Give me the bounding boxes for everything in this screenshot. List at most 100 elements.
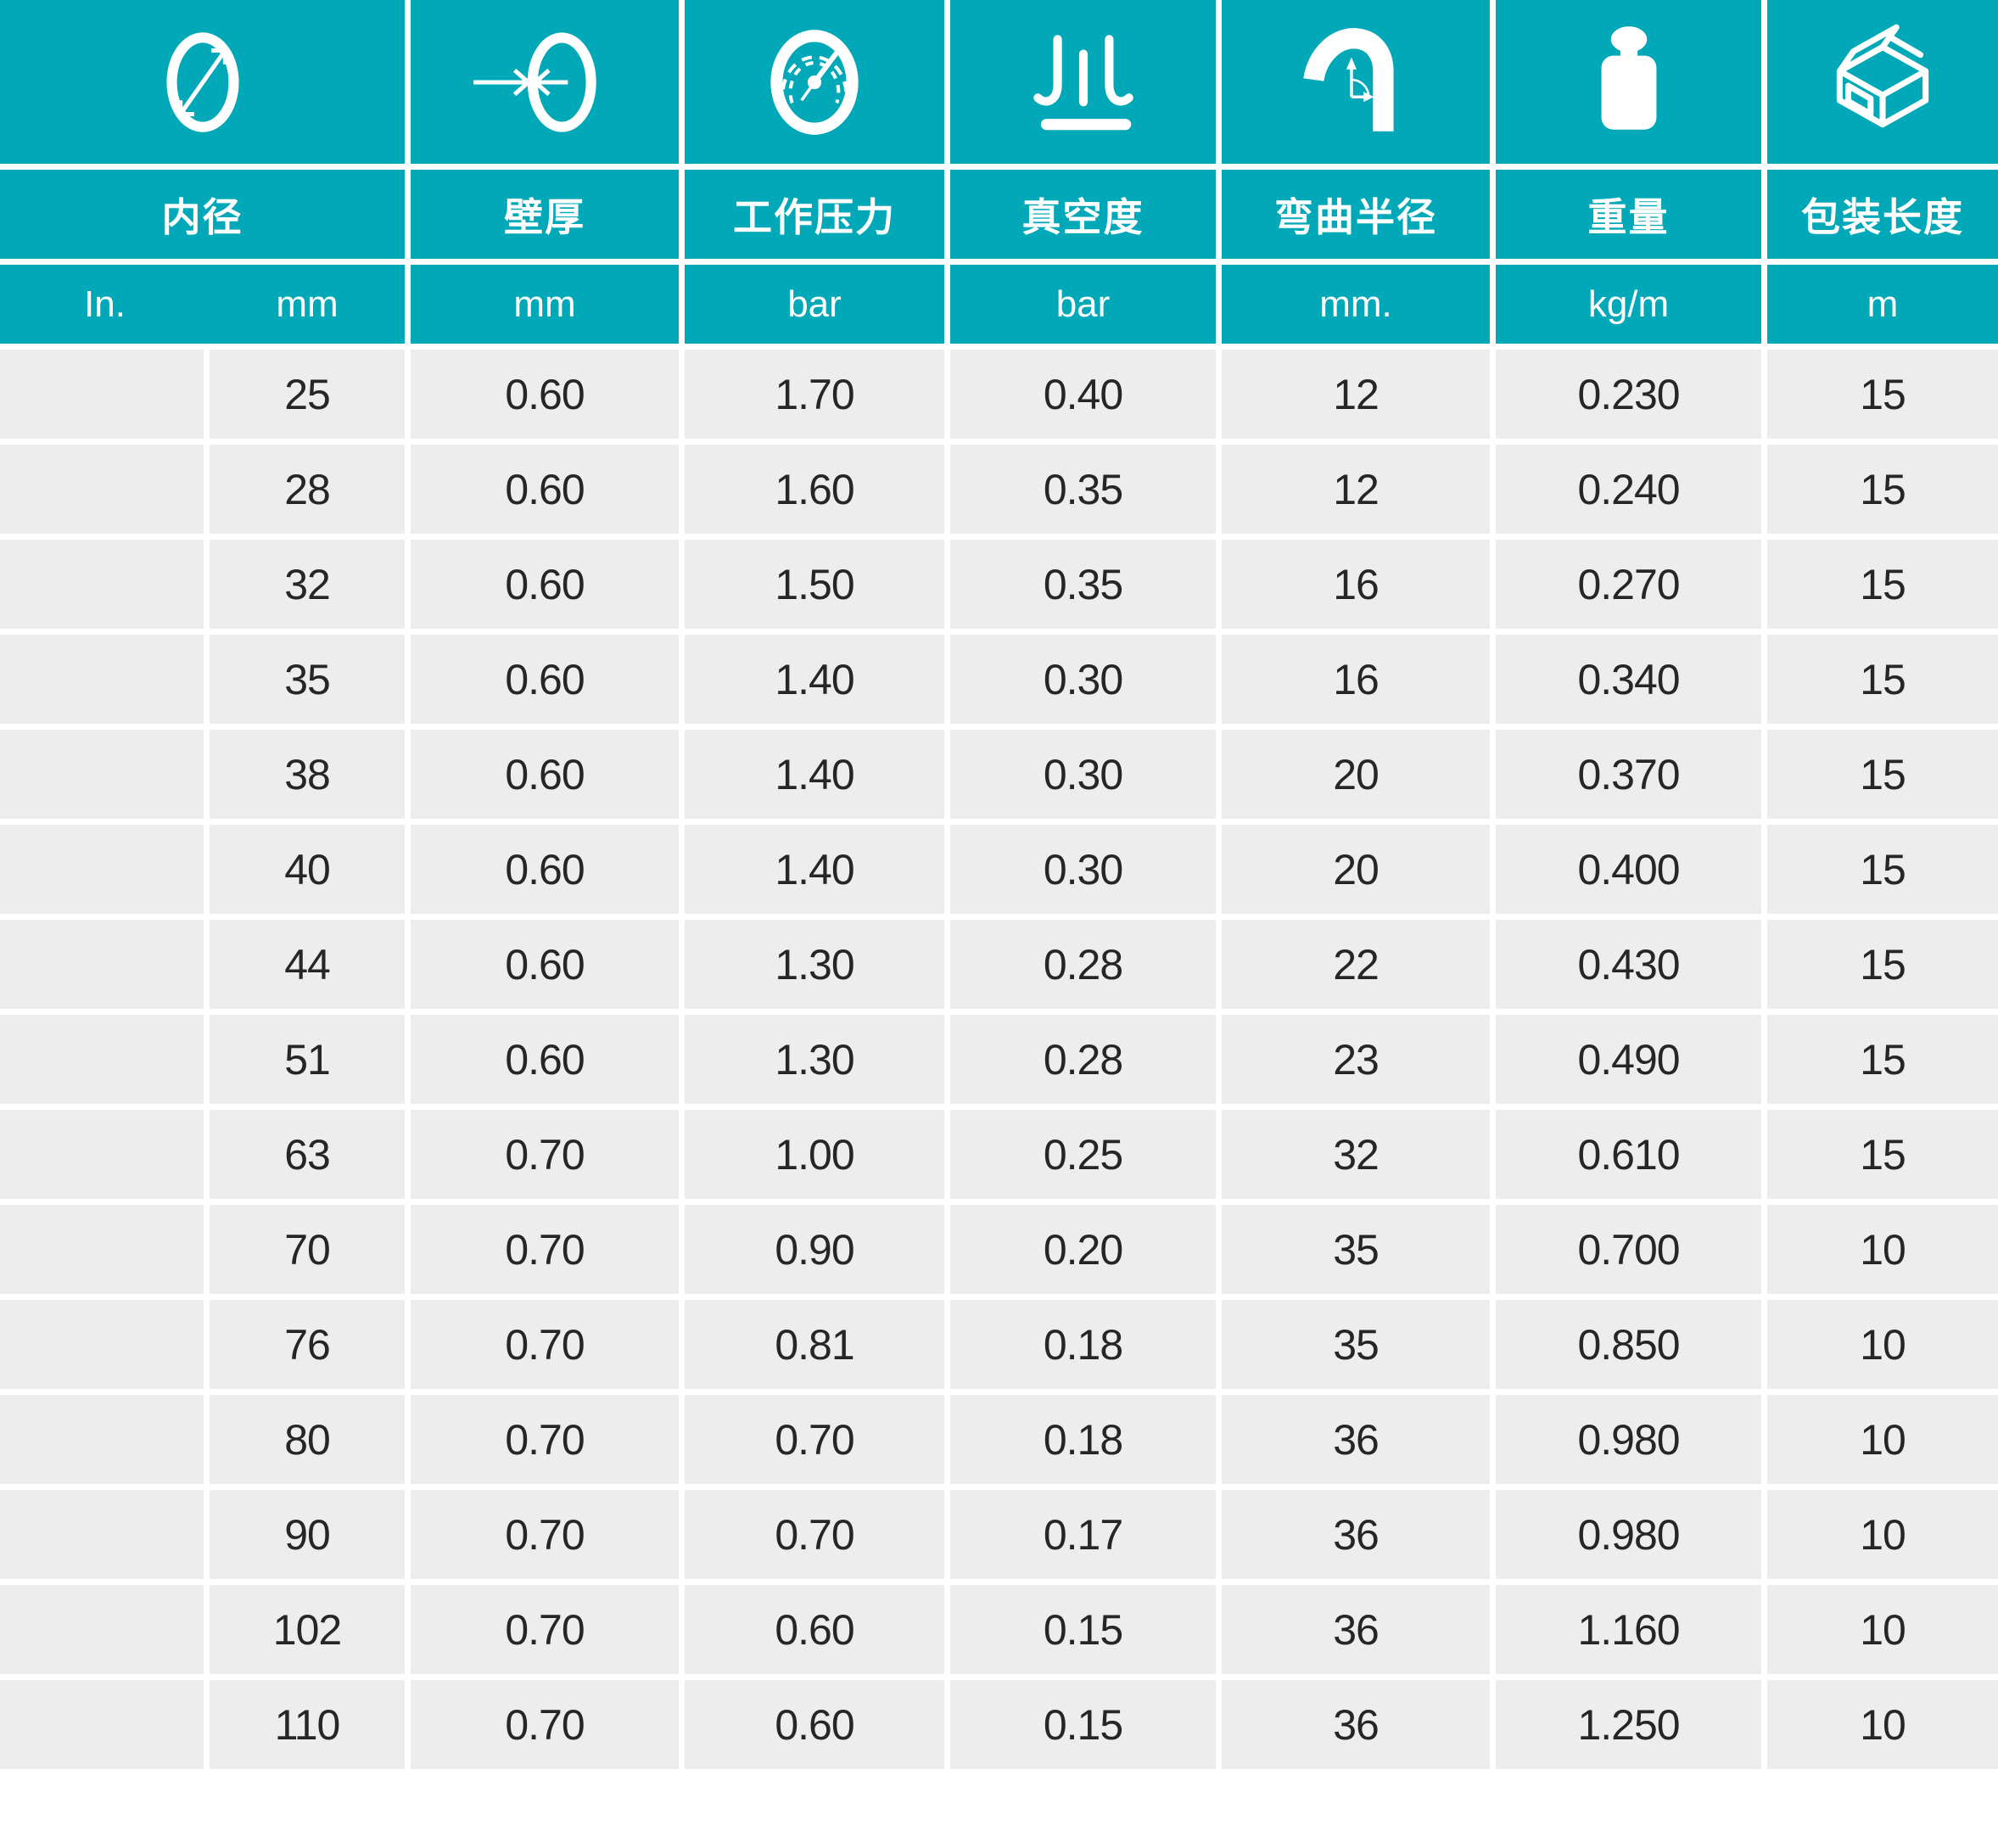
cell-wall: 0.60 bbox=[411, 445, 679, 534]
cell-bend: 36 bbox=[1222, 1395, 1490, 1484]
header-weight: 重量 bbox=[1496, 170, 1761, 259]
cell-pressure: 0.60 bbox=[685, 1680, 944, 1769]
cell-bend: 35 bbox=[1222, 1205, 1490, 1294]
cell-mm: 51 bbox=[210, 1015, 405, 1104]
cell-pressure: 1.40 bbox=[685, 635, 944, 724]
cell-bend: 22 bbox=[1222, 920, 1490, 1009]
cell-in bbox=[0, 635, 204, 724]
cell-weight: 0.270 bbox=[1496, 540, 1761, 629]
cell-in bbox=[0, 540, 204, 629]
cell-wall: 0.70 bbox=[411, 1110, 679, 1199]
inner-diameter-icon-cell bbox=[0, 0, 405, 164]
cell-in bbox=[0, 920, 204, 1009]
vacuum-icon-cell bbox=[950, 0, 1216, 164]
unit-inner-diameter: In. mm bbox=[0, 265, 405, 344]
cell-wall: 0.70 bbox=[411, 1395, 679, 1484]
cell-vacuum: 0.18 bbox=[950, 1300, 1216, 1389]
cell-length: 15 bbox=[1767, 1110, 1998, 1199]
cell-vacuum: 0.35 bbox=[950, 445, 1216, 534]
cell-length: 15 bbox=[1767, 1015, 1998, 1104]
spec-table: 内径 壁厚 工作压力 真空度 弯曲半径 重量 包装长度 In. mm mm ba… bbox=[0, 0, 1998, 1769]
cell-pressure: 0.60 bbox=[685, 1585, 944, 1674]
cell-wall: 0.60 bbox=[411, 920, 679, 1009]
unit-wall-thickness: mm bbox=[411, 265, 679, 344]
cell-mm: 76 bbox=[210, 1300, 405, 1389]
cell-length: 10 bbox=[1767, 1395, 1998, 1484]
cell-vacuum: 0.20 bbox=[950, 1205, 1216, 1294]
cell-mm: 70 bbox=[210, 1205, 405, 1294]
cell-wall: 0.60 bbox=[411, 635, 679, 724]
cell-vacuum: 0.18 bbox=[950, 1395, 1216, 1484]
cell-in bbox=[0, 730, 204, 819]
cell-weight: 0.340 bbox=[1496, 635, 1761, 724]
cell-length: 15 bbox=[1767, 350, 1998, 439]
cell-pressure: 1.00 bbox=[685, 1110, 944, 1199]
header-bend-radius: 弯曲半径 bbox=[1222, 170, 1490, 259]
cell-length: 15 bbox=[1767, 445, 1998, 534]
cell-bend: 36 bbox=[1222, 1680, 1490, 1769]
cell-mm: 25 bbox=[210, 350, 405, 439]
cell-weight: 0.240 bbox=[1496, 445, 1761, 534]
cell-vacuum: 0.15 bbox=[950, 1585, 1216, 1674]
cell-weight: 0.850 bbox=[1496, 1300, 1761, 1389]
cell-in bbox=[0, 1205, 204, 1294]
cell-vacuum: 0.30 bbox=[950, 635, 1216, 724]
cell-wall: 0.70 bbox=[411, 1300, 679, 1389]
cell-mm: 38 bbox=[210, 730, 405, 819]
cell-bend: 35 bbox=[1222, 1300, 1490, 1389]
cell-pressure: 1.50 bbox=[685, 540, 944, 629]
cell-pressure: 0.90 bbox=[685, 1205, 944, 1294]
cell-pressure: 1.30 bbox=[685, 920, 944, 1009]
cell-bend: 36 bbox=[1222, 1490, 1490, 1579]
cell-pressure: 0.70 bbox=[685, 1490, 944, 1579]
header-working-pressure: 工作压力 bbox=[685, 170, 944, 259]
cell-length: 15 bbox=[1767, 825, 1998, 914]
unit-mm: mm bbox=[276, 283, 339, 325]
cell-length: 10 bbox=[1767, 1585, 1998, 1674]
cell-length: 10 bbox=[1767, 1300, 1998, 1389]
cell-vacuum: 0.30 bbox=[950, 730, 1216, 819]
cell-pressure: 1.40 bbox=[685, 825, 944, 914]
cell-bend: 23 bbox=[1222, 1015, 1490, 1104]
cell-in bbox=[0, 825, 204, 914]
cell-bend: 36 bbox=[1222, 1585, 1490, 1674]
cell-wall: 0.60 bbox=[411, 1015, 679, 1104]
cell-in bbox=[0, 1585, 204, 1674]
bend-radius-icon bbox=[1303, 27, 1394, 132]
cell-wall: 0.60 bbox=[411, 825, 679, 914]
cell-mm: 80 bbox=[210, 1395, 405, 1484]
unit-working-pressure: bar bbox=[685, 265, 944, 344]
cell-bend: 20 bbox=[1222, 825, 1490, 914]
working-pressure-icon-cell bbox=[685, 0, 944, 164]
cell-wall: 0.70 bbox=[411, 1205, 679, 1294]
cell-wall: 0.60 bbox=[411, 730, 679, 819]
cell-mm: 63 bbox=[210, 1110, 405, 1199]
cell-length: 15 bbox=[1767, 540, 1998, 629]
cell-pressure: 0.81 bbox=[685, 1300, 944, 1389]
working-pressure-gauge-icon bbox=[770, 29, 859, 135]
cell-vacuum: 0.30 bbox=[950, 825, 1216, 914]
cell-vacuum: 0.17 bbox=[950, 1490, 1216, 1579]
cell-weight: 1.160 bbox=[1496, 1585, 1761, 1674]
cell-wall: 0.70 bbox=[411, 1490, 679, 1579]
cell-weight: 0.980 bbox=[1496, 1490, 1761, 1579]
cell-mm: 110 bbox=[210, 1680, 405, 1769]
cell-weight: 0.490 bbox=[1496, 1015, 1761, 1104]
cell-vacuum: 0.35 bbox=[950, 540, 1216, 629]
cell-mm: 35 bbox=[210, 635, 405, 724]
cell-mm: 102 bbox=[210, 1585, 405, 1674]
cell-wall: 0.60 bbox=[411, 350, 679, 439]
cell-pressure: 1.70 bbox=[685, 350, 944, 439]
unit-weight: kg/m bbox=[1496, 265, 1761, 344]
unit-inches: In. bbox=[84, 283, 126, 325]
header-packing-length: 包装长度 bbox=[1767, 170, 1998, 259]
cell-weight: 0.610 bbox=[1496, 1110, 1761, 1199]
wall-thickness-icon bbox=[473, 31, 596, 132]
cell-length: 15 bbox=[1767, 920, 1998, 1009]
cell-bend: 16 bbox=[1222, 635, 1490, 724]
cell-weight: 1.250 bbox=[1496, 1680, 1761, 1769]
cell-mm: 44 bbox=[210, 920, 405, 1009]
cell-length: 10 bbox=[1767, 1490, 1998, 1579]
cell-vacuum: 0.15 bbox=[950, 1680, 1216, 1769]
wall-thickness-icon-cell bbox=[411, 0, 679, 164]
